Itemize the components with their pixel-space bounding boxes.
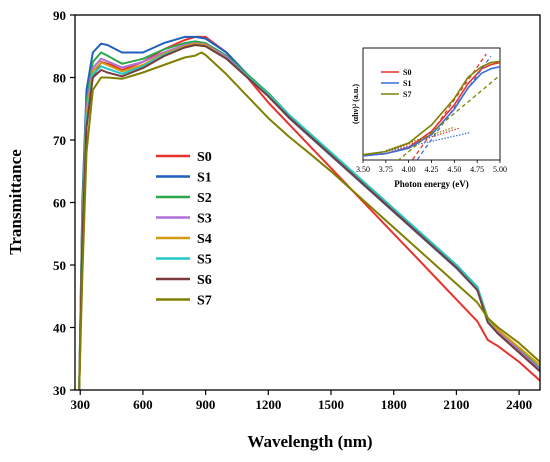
y-tick-label: 80 [53,71,66,86]
x-tick-label: 1800 [381,397,407,412]
legend-label-S1: S1 [197,171,212,186]
inset-plot-area [363,53,500,160]
y-tick-label: 70 [53,133,66,148]
inset-fit-line-S1 [416,55,492,160]
x-tick-label: 2400 [506,397,532,412]
y-tick-label: 50 [53,258,66,273]
inset-series-S1 [363,65,500,157]
axes: 300 600 900 1200 1500 1800 2100 2400 30 40 50 60 70 8… [53,8,541,412]
legend-label-S5: S5 [197,253,212,268]
legend-label-S2: S2 [197,191,212,206]
x-tick-label: 600 [133,397,153,412]
inset-x-axis-title: Photon energy (eV) [394,179,468,189]
legend-label-S0: S0 [197,150,212,165]
inset-x-tick-label: 3.75 [379,165,393,174]
inset-tail-line-S1 [385,131,471,153]
inset-chart: 3.50 3.75 4.00 4.25 4.50 4.75 5.00 Photon energ… [351,47,507,189]
legend-label-S7: S7 [197,294,212,309]
inset-series-S7 [363,60,500,156]
inset-tail-line-S7 [385,126,455,152]
inset-x-tick-label: 4.50 [447,165,461,174]
series-line-S6 [78,44,540,390]
y-tick-label: 40 [53,321,66,336]
x-tick-label: 900 [196,397,216,412]
x-tick-label: 1200 [255,397,281,412]
series-line-S5 [78,44,540,390]
legend: S0 S1 S2 S3 S4 S5 S6 S7 [156,150,212,309]
plot-area [78,35,540,390]
series-line-S0 [78,35,540,390]
inset-y-axis-title: (αhν)² (a.u.) [351,84,360,124]
legend-label-S6: S6 [197,273,212,288]
y-tick-label: 30 [53,383,66,398]
inset-fit-line-S7 [397,74,500,160]
x-tick-label: 1500 [318,397,344,412]
y-tick-label: 90 [53,8,66,23]
series-line-S7 [78,51,540,390]
inset-x-tick-label: 3.50 [356,165,370,174]
legend-label-S4: S4 [197,232,212,247]
y-tick-label: 60 [53,196,66,211]
inset-x-tick-label: 4.75 [470,165,484,174]
x-axis-title: Wavelength (nm) [247,432,372,451]
x-tick-label: 300 [70,397,90,412]
inset-x-tick-label: 5.00 [493,165,507,174]
x-tick-label: 2100 [443,397,469,412]
y-axis-title: Transmittance [6,149,25,255]
inset-legend-label-S1: S1 [403,79,411,88]
inset-x-tick-label: 4.00 [402,165,416,174]
inset-legend-label-S7: S7 [403,90,411,99]
inset-legend-label-S0: S0 [403,68,411,77]
inset-x-tick-label: 4.25 [425,165,439,174]
legend-label-S3: S3 [197,212,212,227]
